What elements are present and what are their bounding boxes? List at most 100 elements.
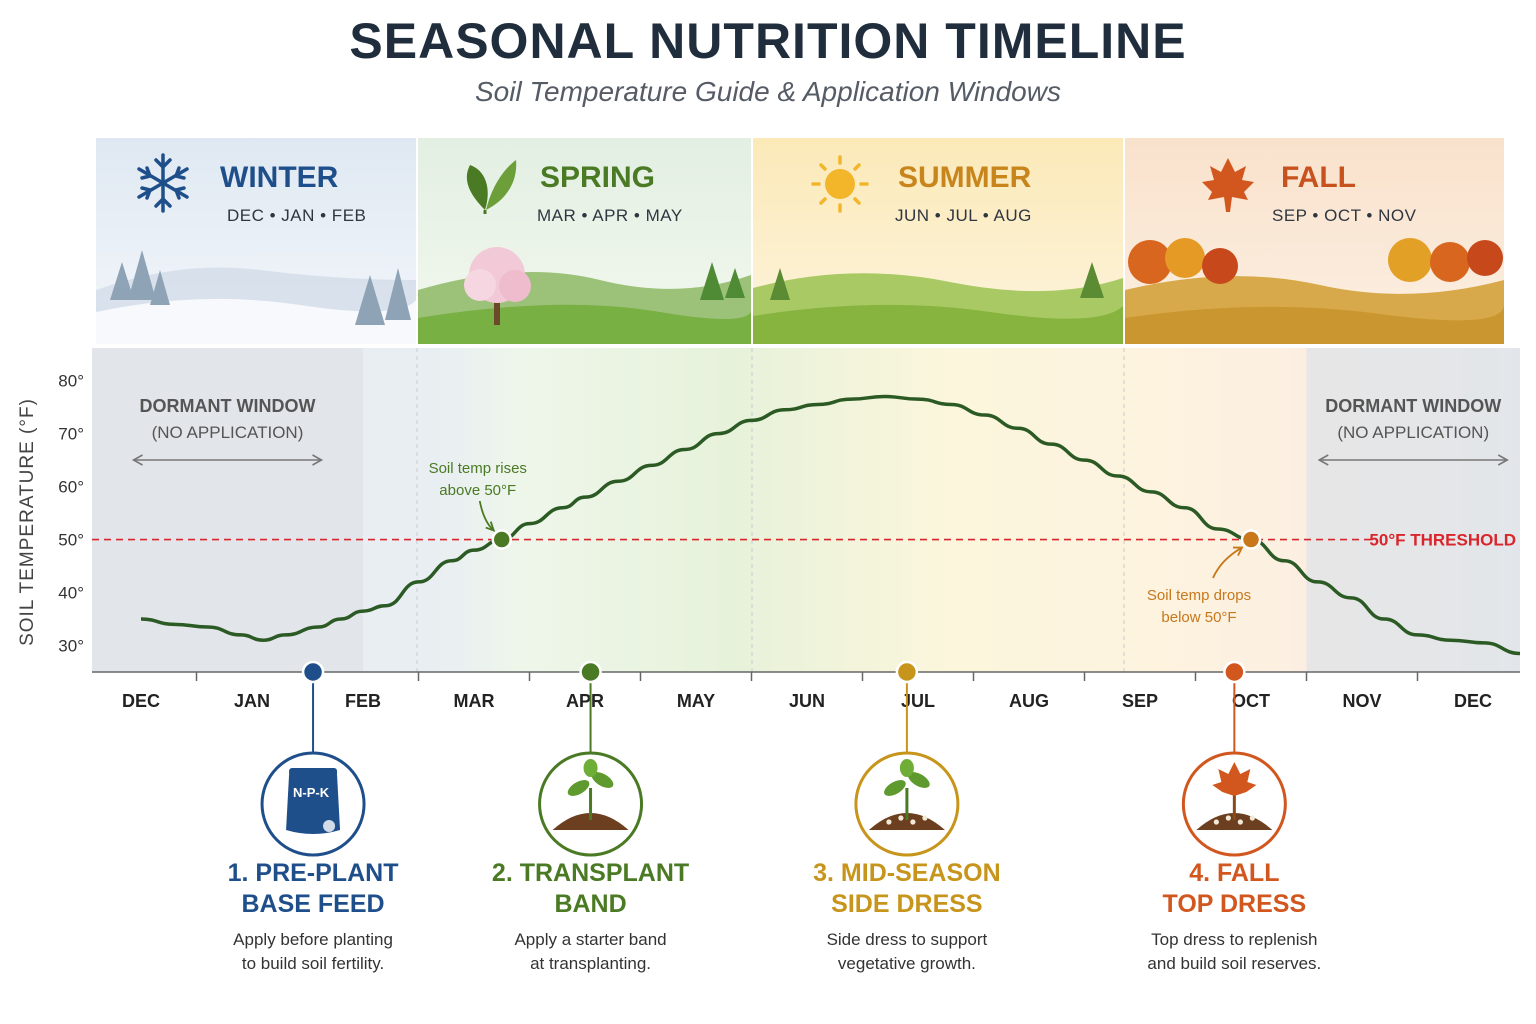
season-months-spring: MAR • APR • MAY (537, 206, 683, 225)
application-title-line: 3. MID-SEASON (813, 859, 1001, 887)
season-name-fall: FALL (1281, 161, 1356, 194)
fertilizer-bag-body (286, 775, 341, 834)
maple-leaf (1212, 762, 1257, 796)
plant-soil-icon (854, 751, 960, 857)
x-tick-label: FEB (345, 691, 381, 711)
application-title: 3. MID-SEASON SIDE DRESS (777, 858, 1037, 920)
plant-leaf-left (884, 780, 906, 796)
application-description-line: and build soil reserves. (1147, 954, 1322, 973)
application-description-line: Apply before planting (233, 930, 393, 949)
page-subtitle: Soil Temperature Guide & Application Win… (475, 76, 1061, 107)
y-tick-label: 40° (58, 584, 84, 603)
annotation-arrow (478, 500, 495, 532)
annotation-text: above 50°F (439, 482, 516, 499)
x-tick-label: DEC (1454, 691, 1492, 711)
granules-icon (323, 820, 336, 832)
application-title-line: 2. TRANSPLANT (491, 859, 690, 887)
application-title-line: TOP DRESS (1162, 890, 1307, 918)
granule-dot (1225, 815, 1231, 821)
application-title-line: SIDE DRESS (831, 890, 983, 918)
fertilizer-bag-icon: N-P-K (260, 751, 366, 857)
y-tick-label: 50° (58, 531, 84, 550)
arrow-right-icon (312, 454, 324, 466)
page-title: SEASONAL NUTRITION TIMELINE (349, 13, 1187, 69)
application-title: 2. TRANSPLANT BAND (461, 858, 721, 920)
x-tick-label: JUN (789, 691, 825, 711)
annotation-text: Soil temp drops (1147, 587, 1251, 604)
granule-dot (898, 815, 904, 821)
x-tick-label: JUL (901, 691, 935, 711)
annotation-arrow (1212, 546, 1243, 579)
annotation-text: below 50°F (1161, 609, 1236, 626)
threshold-line: 50°F THRESHOLD (92, 531, 1516, 550)
y-tick-label: 70° (58, 425, 84, 444)
x-tick-label: NOV (1342, 691, 1381, 711)
seedling-icon (538, 751, 644, 857)
soil-temperature-line (140, 394, 1521, 656)
dormant-window-area (92, 348, 363, 672)
plant-bud (583, 759, 598, 777)
plant-bud (899, 759, 914, 777)
application-title-line: 1. PRE-PLANT (227, 859, 399, 887)
x-tick-label: MAY (677, 691, 715, 711)
dormant-windows: DORMANT WINDOW (NO APPLICATION) DORMANT WI… (92, 348, 1520, 672)
maple-leaf-icon (1202, 158, 1254, 212)
season-headers (96, 138, 1504, 344)
season-months-winter: DEC • JAN • FEB (227, 206, 366, 225)
application-description: Apply a starter band at transplanting. (461, 928, 721, 976)
dormant-window-area (1306, 348, 1520, 672)
granule-dot (1237, 819, 1243, 825)
application-marker (895, 660, 919, 684)
fertilizer-bag-top (289, 768, 338, 777)
application-description: Side dress to support vegetative growth. (777, 928, 1037, 976)
threshold-crossing-point (1240, 529, 1262, 550)
season-labels: WINTER DEC • JAN • FEB SPRING MAR • APR • M… (220, 161, 1416, 225)
threshold-annotations: Soil temp rises above 50°F Soil temp drops… (429, 460, 1262, 626)
arrow-head-icon (485, 521, 496, 533)
leaf-icon (466, 160, 517, 214)
season-dividers (416, 348, 1125, 672)
pine-trees-icon (110, 250, 411, 325)
application-title: 1. PRE-PLANT BASE FEED (183, 858, 443, 920)
arrow-head-icon (1233, 546, 1244, 556)
y-tick-label: 60° (58, 478, 84, 497)
application-title: 4. FALL TOP DRESS (1104, 858, 1364, 920)
application-description-line: Apply a starter band (514, 930, 667, 949)
application-description-line: Side dress to support (826, 930, 988, 949)
granule-dot (910, 819, 916, 825)
blossom-tree-icon (464, 247, 531, 325)
plant-leaf-left (567, 780, 590, 796)
x-tick-label: APR (566, 691, 604, 711)
y-axis-ticks: 80° 70° 60° 50° 40° 30° (58, 372, 84, 656)
application-marker (579, 660, 602, 684)
x-tick-label: SEP (1122, 691, 1158, 711)
application-description-line: at transplanting. (530, 954, 652, 973)
season-name-spring: SPRING (540, 161, 655, 194)
dormant-window-subtitle: (NO APPLICATION) (1337, 423, 1489, 442)
season-name-summer: SUMMER (898, 161, 1032, 194)
x-tick-label: MAR (454, 691, 495, 711)
season-panel-summer (753, 138, 1123, 344)
application-description-line: to build soil fertility. (241, 954, 385, 973)
autumn-trees-icon (1128, 238, 1503, 284)
season-months-summer: JUN • JUL • AUG (895, 206, 1032, 225)
dormant-window-subtitle: (NO APPLICATION) (152, 423, 304, 442)
threshold-crossing-point (491, 529, 512, 550)
season-name-winter: WINTER (220, 161, 339, 194)
granule-dot (1249, 815, 1255, 821)
application-marker (1223, 660, 1246, 684)
plant-leaf-right (908, 772, 930, 788)
application-marker (301, 660, 325, 684)
application-description-line: vegetative growth. (837, 954, 976, 973)
season-panel-fall (1125, 138, 1504, 344)
plant-leaf-right (591, 772, 614, 788)
arrow-right-icon (1497, 454, 1509, 466)
y-axis-label: SOIL TEMPERATURE (°F) (17, 398, 38, 646)
y-tick-label: 30° (58, 637, 84, 656)
granule-dot (1213, 819, 1219, 825)
application-markers: N-P-K (260, 660, 1287, 857)
x-axis-ticks: DEC JAN FEB MAR APR MAY JUN JUL AUG SEP OCT NOV DEC (122, 672, 1492, 711)
y-tick-label: 80° (58, 372, 84, 391)
dormant-window-title: DORMANT WINDOW (140, 396, 316, 416)
